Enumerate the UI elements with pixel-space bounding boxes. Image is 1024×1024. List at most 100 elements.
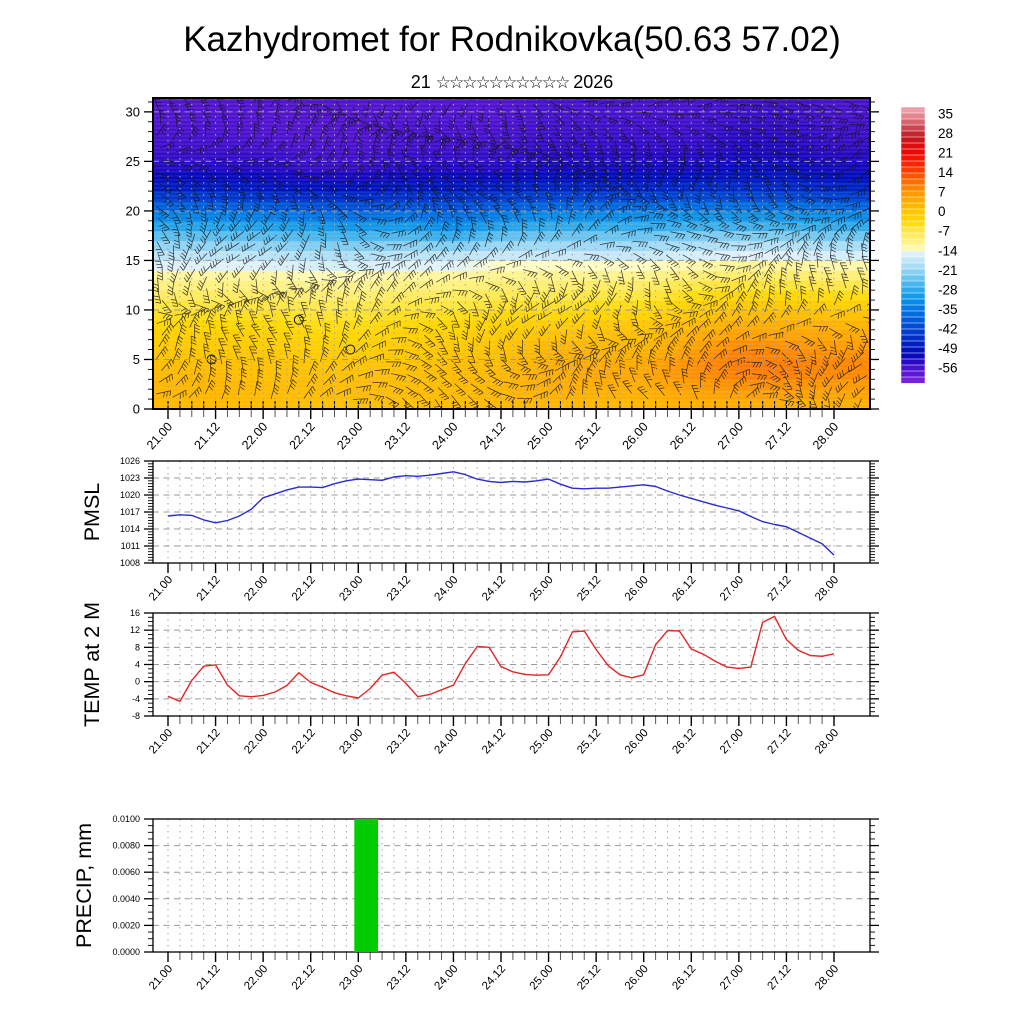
x-tick-label: 26.00 xyxy=(623,574,651,603)
x-tick-label: 26.12 xyxy=(667,420,698,453)
x-tick-label: 22.00 xyxy=(242,574,270,603)
x-tick-label: 21.00 xyxy=(144,420,175,453)
x-tick-label: 24.12 xyxy=(477,420,508,453)
x-tick-label: 25.00 xyxy=(528,963,556,992)
x-tick-label: 24.00 xyxy=(432,727,460,756)
x-tick-label: 22.12 xyxy=(290,963,318,992)
temp2m-line xyxy=(167,615,835,703)
x-tick-label: 22.12 xyxy=(290,574,318,603)
y-tick-label: 1008 xyxy=(120,558,140,568)
y-tick-label: 0.0020 xyxy=(112,920,140,930)
subtitle-day: 21 xyxy=(410,72,431,92)
temp2m-panel: -8 -4 0 4 8 12 16 21.00 21.12 22.00 22.12 23.00 23.1… xyxy=(80,602,879,756)
y-tick-label: 30 xyxy=(126,104,140,119)
x-tick-label: 23.00 xyxy=(337,727,365,756)
x-tick-label: 25.12 xyxy=(575,963,603,992)
x-tick-label: 22.00 xyxy=(242,727,270,756)
y-tick-label: 20 xyxy=(126,203,140,218)
subtitle-year: 2026 xyxy=(573,72,614,92)
y-tick-label: -8 xyxy=(132,711,140,721)
temp2m-axis-title: TEMP at 2 M xyxy=(80,602,104,727)
x-tick-label: 21.00 xyxy=(147,727,175,756)
x-tick-label: 23.12 xyxy=(385,727,413,756)
colorbar-label: 14 xyxy=(938,165,954,180)
x-tick-label: 25.00 xyxy=(524,420,555,453)
x-tick-label: 24.12 xyxy=(480,727,508,756)
x-tick-label: 25.00 xyxy=(528,574,556,603)
colorbar-label: -7 xyxy=(938,224,950,239)
cross-section-panel: 0 5 10 15 20 25 30 21.00 21.12 22.00 22.12 23.00 23.… xyxy=(126,97,879,453)
y-tick-label: 4 xyxy=(135,660,140,670)
precip-bar xyxy=(354,819,379,952)
x-tick-label: 27.12 xyxy=(765,727,793,756)
y-tick-label: 5 xyxy=(133,352,140,367)
x-tick-label: 23.00 xyxy=(337,963,365,992)
x-tick-label: 21.12 xyxy=(195,727,223,756)
x-tick-label: 25.12 xyxy=(575,727,603,756)
x-tick-label: 23.12 xyxy=(385,574,413,603)
pmsl-panel: 1008 1011 1014 1017 1020 1023 1026 21.00 21.12 22… xyxy=(80,456,879,603)
colorbar-label: -49 xyxy=(938,341,958,356)
y-tick-label: -4 xyxy=(132,694,140,704)
y-tick-label: 15 xyxy=(126,253,140,268)
y-tick-label: 0.0100 xyxy=(112,814,140,824)
y-tick-label: 0 xyxy=(133,402,140,417)
x-tick-label: 26.12 xyxy=(670,963,698,992)
y-tick-label: 1011 xyxy=(121,541,140,551)
x-tick-label: 26.12 xyxy=(670,727,698,756)
x-tick-label: 21.12 xyxy=(191,420,222,453)
x-tick-label: 27.00 xyxy=(718,727,746,756)
x-tick-label: 26.00 xyxy=(620,420,651,453)
y-tick-label: 0.0060 xyxy=(112,867,140,877)
x-tick-label: 27.12 xyxy=(762,420,793,453)
colorbar-label: 28 xyxy=(938,126,953,141)
y-tick-label: 8 xyxy=(135,642,140,652)
x-tick-label: 24.12 xyxy=(480,963,508,992)
x-tick-label: 25.00 xyxy=(528,727,556,756)
x-tick-label: 23.00 xyxy=(337,574,365,603)
y-tick-label: 25 xyxy=(126,154,140,169)
y-tick-label: 12 xyxy=(130,625,140,635)
y-tick-label: 0.0000 xyxy=(112,947,140,957)
chart-title: Kazhydromet for Rodnikovka(50.63 57.02) xyxy=(183,20,841,59)
x-tick-label: 26.00 xyxy=(623,727,651,756)
colorbar-label: 21 xyxy=(938,146,953,161)
x-tick-label: 26.12 xyxy=(670,574,698,603)
y-tick-label: 1017 xyxy=(120,507,140,517)
pmsl-line xyxy=(167,471,835,556)
colorbar-label: -21 xyxy=(938,263,958,278)
x-tick-label: 26.00 xyxy=(623,963,651,992)
y-tick-label: 0.0080 xyxy=(112,841,140,851)
y-tick-label: 0.0040 xyxy=(112,894,140,904)
x-tick-label: 28.00 xyxy=(813,727,841,756)
temperature-field xyxy=(153,98,870,409)
colorbar-label: -42 xyxy=(938,321,958,336)
colorbar-label: -28 xyxy=(938,282,958,297)
x-tick-label: 24.12 xyxy=(480,574,508,603)
y-tick-label: 1023 xyxy=(120,473,140,483)
x-tick-label: 22.12 xyxy=(287,420,318,453)
y-tick-label: 16 xyxy=(130,608,140,618)
precip-panel: 0.0000 0.0020 0.0040 0.0060 0.0080 0.0100 21.0… xyxy=(72,814,879,992)
x-tick-label: 27.00 xyxy=(718,963,746,992)
x-tick-label: 24.00 xyxy=(432,574,460,603)
x-tick-label: 27.12 xyxy=(765,574,793,603)
x-tick-label: 28.00 xyxy=(813,574,841,603)
x-tick-label: 22.00 xyxy=(239,420,270,453)
chart-subtitle: 21 ☆☆☆☆☆☆☆☆☆☆ 2026 xyxy=(0,72,1024,93)
colorbar-label: 0 xyxy=(938,204,946,219)
pmsl-axis-title: PMSL xyxy=(80,483,104,542)
x-tick-label: 27.00 xyxy=(715,420,746,453)
x-tick-label: 28.00 xyxy=(810,420,841,453)
x-tick-label: 22.12 xyxy=(290,727,318,756)
x-tick-label: 21.00 xyxy=(147,574,175,603)
x-tick-label: 25.12 xyxy=(572,420,603,453)
x-tick-label: 23.00 xyxy=(334,420,365,453)
x-tick-label: 24.00 xyxy=(429,420,460,453)
x-tick-label: 24.00 xyxy=(432,963,460,992)
colorbar: 35 28 21 14 7 0 -7 -14 -21 -28 -35 -42 -49 -56 xyxy=(900,107,958,384)
x-tick-label: 21.12 xyxy=(195,963,223,992)
colorbar-label: -56 xyxy=(938,361,958,376)
y-tick-label: 10 xyxy=(126,302,140,317)
